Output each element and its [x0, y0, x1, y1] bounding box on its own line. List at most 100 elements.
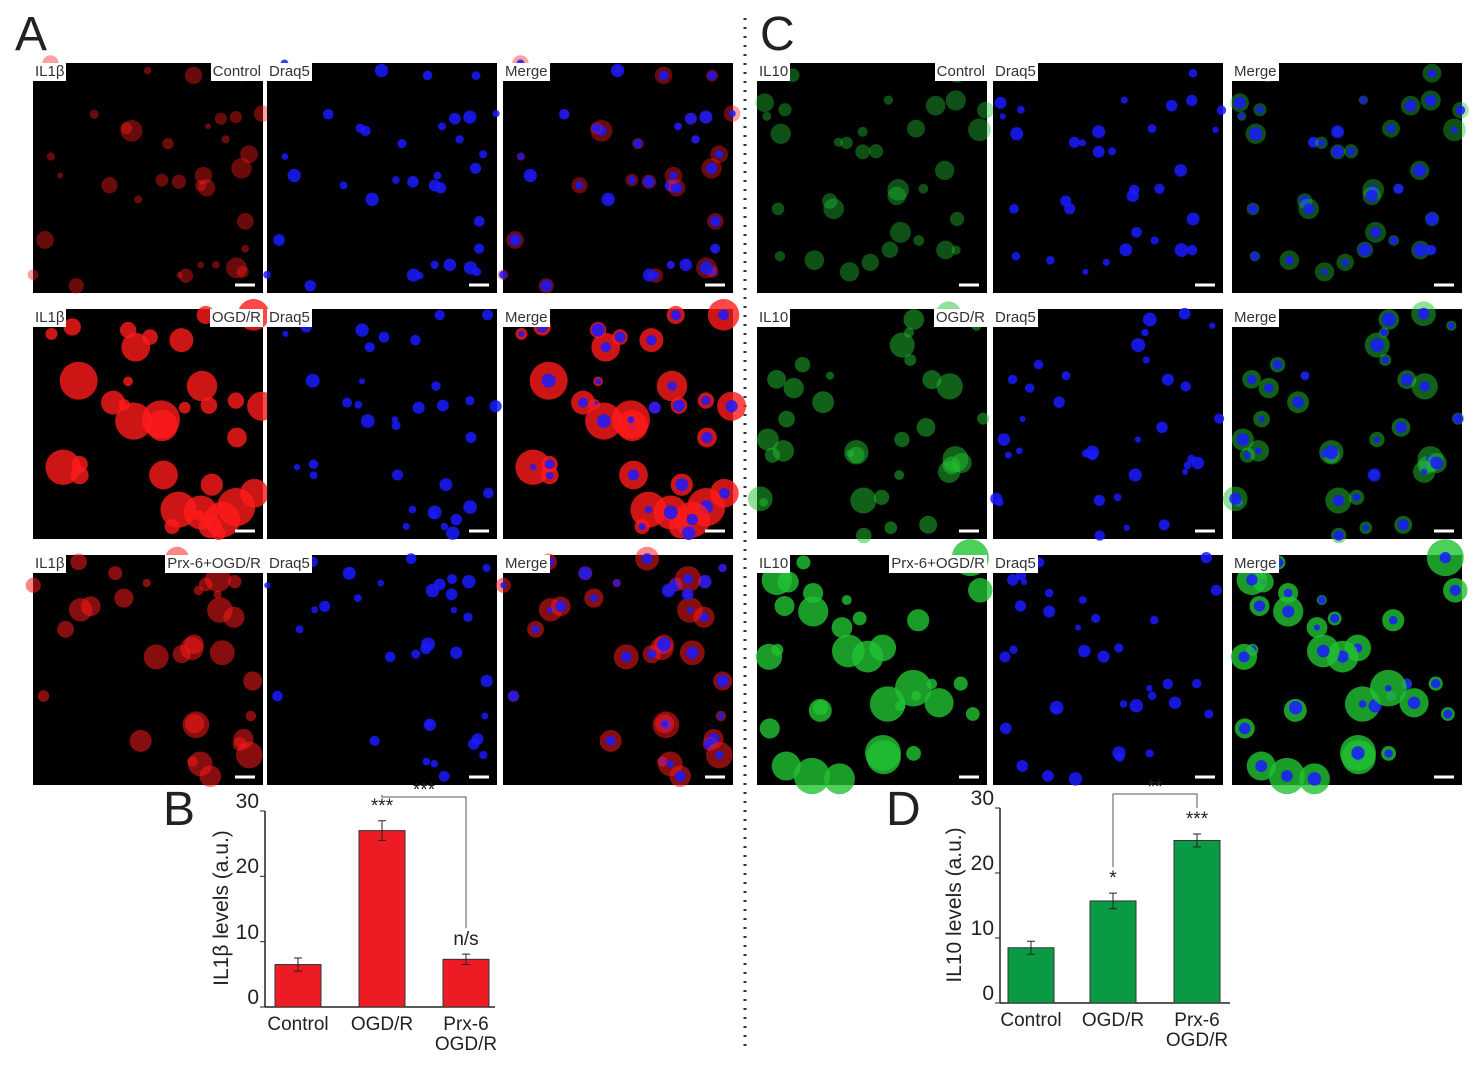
nucleus: [353, 594, 362, 603]
channel-label: Draq5: [993, 309, 1038, 327]
nucleus: [1413, 164, 1426, 177]
y-axis-label: IL1β levels (a.u.): [209, 830, 233, 986]
stain-signal: [120, 122, 133, 135]
stain-signal: [803, 582, 824, 604]
nucleus: [1042, 770, 1054, 782]
nucleus: [674, 770, 686, 782]
stain-signal: [794, 356, 811, 373]
stain-signal: [913, 235, 925, 246]
nucleus: [683, 574, 694, 585]
comparison-bracket: [381, 794, 467, 929]
stain-signal: [59, 361, 98, 400]
bar: [1007, 947, 1055, 1004]
nucleus: [1009, 204, 1019, 214]
nucleus: [1303, 203, 1315, 215]
micrograph: [503, 63, 733, 293]
stain-signal: [120, 119, 143, 142]
stain-signal: [36, 231, 54, 249]
stain-signal: [894, 470, 905, 480]
stain-signal: [115, 402, 153, 440]
stain-signal: [184, 66, 203, 85]
stain-signal: [924, 688, 954, 718]
nucleus: [661, 583, 676, 598]
nucleus: [1061, 371, 1071, 381]
stain-signal: [108, 566, 123, 581]
stain-signal: [149, 460, 178, 490]
nucleus: [422, 757, 431, 766]
micrograph: [33, 555, 263, 785]
nucleus: [691, 135, 700, 144]
nucleus: [1216, 105, 1227, 115]
stain-signal: [839, 262, 860, 282]
nucleus: [1068, 772, 1083, 786]
nucleus: [673, 399, 685, 412]
nucleus: [322, 108, 334, 120]
stain-signal: [70, 553, 87, 571]
nucleus: [610, 63, 625, 78]
nucleus: [342, 566, 356, 580]
stain-signal: [101, 177, 118, 194]
error-bar: [1109, 892, 1117, 910]
nucleus: [308, 459, 319, 470]
bracket-label: ***: [412, 780, 436, 801]
nucleus: [272, 690, 283, 702]
nucleus: [1430, 456, 1444, 470]
nucleus: [463, 612, 473, 622]
nucleus: [391, 421, 401, 430]
nucleus: [1258, 416, 1265, 423]
nucleus: [287, 168, 301, 183]
stain-signal: [887, 186, 907, 206]
nucleus: [360, 414, 375, 428]
nucleus: [1317, 644, 1330, 658]
nucleus: [627, 416, 635, 423]
nucleus: [405, 553, 417, 565]
nucleus: [354, 400, 363, 409]
stain-signal: [236, 265, 249, 278]
stain-signal: [155, 173, 169, 187]
nucleus: [591, 123, 601, 133]
y-tick-label: 0: [982, 982, 994, 1005]
stain-signal: [798, 596, 829, 627]
nucleus: [1281, 770, 1293, 782]
nucleus: [641, 553, 653, 565]
nucleus: [455, 135, 464, 144]
nucleus: [1129, 699, 1144, 713]
nucleus: [1285, 255, 1294, 265]
nucleus: [1317, 596, 1326, 604]
channel-label: Merge: [1232, 555, 1279, 573]
nucleus: [685, 112, 697, 125]
stain-signal: [245, 710, 257, 722]
nucleus: [1142, 356, 1150, 364]
nucleus: [1082, 268, 1089, 275]
stain-signal: [186, 370, 218, 402]
stain-signal: [200, 473, 223, 496]
stain-signal: [205, 123, 211, 130]
bar: [442, 958, 490, 1008]
nucleus: [1015, 447, 1023, 455]
micrograph: [757, 63, 987, 293]
nucleus: [699, 261, 714, 275]
nucleus: [1292, 396, 1304, 408]
nucleus: [447, 574, 458, 585]
nucleus: [1449, 584, 1461, 596]
x-tick-label: Prx-6 OGD/R: [1165, 1010, 1229, 1051]
nucleus: [281, 153, 289, 160]
nucleus: [1332, 494, 1344, 507]
stain-signal: [833, 137, 844, 147]
stain-signal: [922, 370, 942, 390]
nucleus: [492, 110, 500, 118]
nucleus: [674, 122, 683, 131]
nucleus: [1283, 588, 1293, 598]
nucleus: [1254, 447, 1262, 455]
nucleus: [445, 588, 458, 601]
stain-signal: [907, 119, 925, 138]
nucleus: [397, 139, 407, 149]
nucleus: [1186, 244, 1198, 256]
stain-signal: [199, 765, 222, 788]
nucleus: [1210, 584, 1222, 596]
nucleus: [440, 522, 449, 531]
stain-signal: [236, 741, 263, 769]
nucleus: [446, 526, 460, 540]
stain-signal: [874, 489, 890, 505]
